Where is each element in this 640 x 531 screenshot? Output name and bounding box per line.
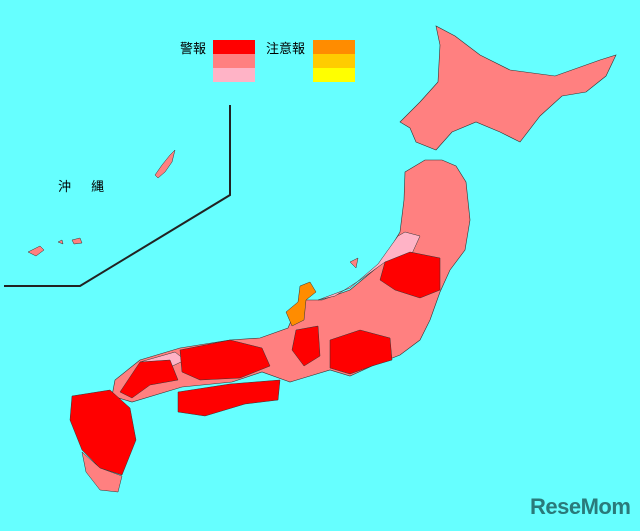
okinawa-inset-border <box>4 105 231 287</box>
okinawa-islands <box>27 149 176 257</box>
region-kyushu-south <box>81 451 123 493</box>
legend-warning-high <box>213 40 255 54</box>
region-niigata <box>317 231 421 301</box>
legend-advisory-label: 注意報 <box>266 42 306 57</box>
resemom-watermark: ReseMom <box>530 494 631 519</box>
legend-warning-mid <box>213 54 255 68</box>
region-sado <box>349 257 359 269</box>
legend-advisory-high <box>313 40 355 54</box>
legend-warning-label: 警報 <box>180 42 207 57</box>
warning-regions <box>69 251 441 476</box>
region-ishikawa <box>285 281 317 327</box>
legend-advisory-low <box>313 68 355 82</box>
region-hokkaido <box>399 25 617 151</box>
legend-advisory-mid <box>313 54 355 68</box>
okinawa-label: 沖 縄 <box>58 180 113 195</box>
legend-warning-low <box>213 68 255 82</box>
